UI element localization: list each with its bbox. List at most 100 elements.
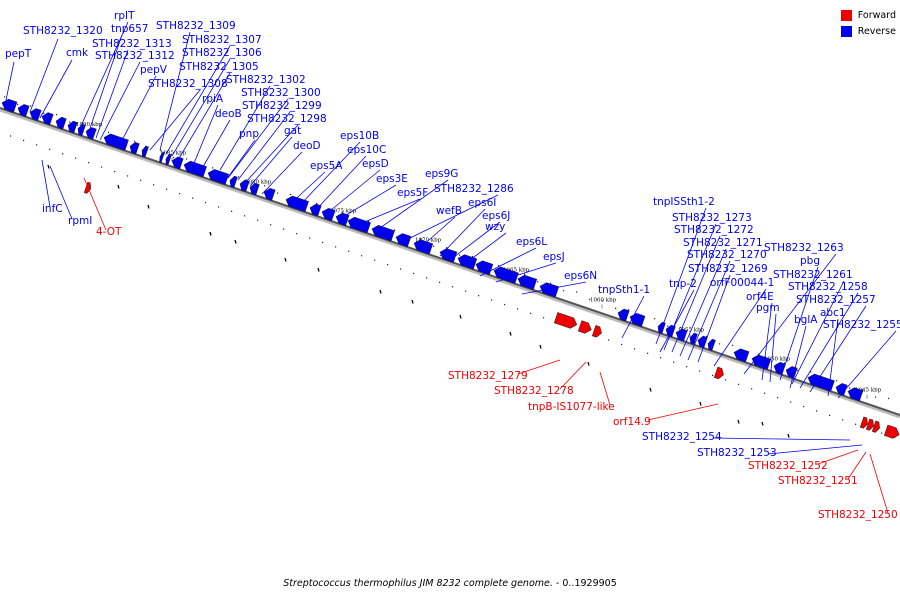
reverse-gene-arrow: [733, 348, 750, 363]
reverse-gene-label: wzy: [485, 221, 505, 233]
axis-dot: [186, 158, 188, 160]
reverse-gene-label-leader: [199, 119, 231, 173]
axis-dot: [257, 219, 259, 221]
axis-dot: [563, 290, 565, 292]
axis-dot: [101, 166, 103, 168]
reverse-gene-label-leader: [521, 281, 587, 295]
axis-dot: [212, 167, 214, 169]
reverse-gene-label: eps5F: [397, 187, 428, 199]
reverse-gene-label-leader: [405, 194, 499, 241]
axis-dot: [244, 215, 246, 217]
reverse-gene-label-leader: [149, 89, 201, 151]
axis-dot: [62, 153, 64, 155]
reverse-gene-label: STH8232_1254: [642, 431, 722, 443]
reverse-gene-label-leader: [49, 165, 73, 220]
axis-dot: [36, 144, 38, 146]
figure-caption: Streptococcus thermophilus JIM 8232 comp…: [0, 578, 900, 589]
reverse-gene-label: epsD: [362, 158, 389, 170]
reverse-gene-arrow: [629, 313, 646, 327]
reverse-gene-arrow: [29, 108, 42, 121]
axis-dot: [875, 396, 877, 398]
reverse-gene-label-leader: [249, 136, 293, 187]
reverse-gene-label-leader: [39, 59, 73, 119]
axis-dot: [160, 149, 162, 151]
reverse-gene-label-leader: [5, 61, 15, 101]
axis-dot: [43, 112, 45, 114]
reverse-gene-label-leader: [299, 141, 361, 206]
axis-dot: [4, 96, 6, 98]
reverse-gene-label: eps6L: [516, 236, 547, 248]
reverse-gene-label: STH8232_1269: [688, 263, 768, 275]
reverse-gene-label: STH8232_1271: [683, 237, 763, 249]
axis-dot: [75, 157, 77, 159]
reverse-gene-arrow: [413, 239, 434, 255]
reverse-gene-label-leader: [621, 295, 645, 339]
axis-dot: [589, 298, 591, 301]
reverse-gene-label-leader: [171, 58, 231, 157]
reverse-gene-arrow: [41, 112, 54, 126]
axis-dot: [49, 148, 51, 150]
axis-dot: [335, 246, 337, 248]
minor-mark: [234, 239, 237, 244]
reverse-gene-label-leader: [687, 260, 731, 361]
axis-dot: [238, 176, 240, 178]
forward-gene-arrow: [883, 424, 900, 439]
axis-dot: [667, 325, 669, 327]
reverse-gene-label: STH8232_1313: [92, 38, 172, 50]
reverse-gene-label: pgm: [756, 302, 780, 314]
axis-dot: [426, 277, 428, 279]
reverse-gene-label-leader: [659, 289, 695, 353]
reverse-gene-arrow: [807, 373, 835, 392]
reverse-gene-arrow: [17, 104, 30, 117]
axis-dot: [498, 264, 500, 267]
forward-gene-arrow: [713, 366, 724, 380]
axis-dot: [797, 369, 799, 372]
axis-dot: [69, 121, 71, 123]
reverse-gene-label-leader: [837, 330, 897, 399]
reverse-gene-arrow: [371, 225, 395, 242]
reverse-gene-label: STH8232_1273: [672, 212, 752, 224]
axis-dot: [790, 401, 792, 403]
reverse-gene-arrow: [165, 153, 172, 166]
reverse-gene-label: STH8232_1272: [674, 224, 754, 236]
tick-label: 1060 kbp: [590, 297, 617, 303]
axis-dot: [699, 370, 701, 372]
reverse-gene-label: orfF00044-1: [710, 277, 774, 289]
reverse-gene-label: wefB: [436, 205, 462, 217]
axis-dot: [452, 286, 454, 288]
reverse-gene-label-leader: [679, 248, 727, 357]
reverse-gene-label: STH8232_1302: [226, 74, 306, 86]
reverse-gene-label-leader: [461, 232, 507, 267]
axis-dot: [680, 326, 682, 329]
axis-dot: [504, 303, 506, 306]
reverse-gene-label: eps3E: [376, 173, 408, 185]
axis-dot: [862, 389, 864, 391]
forward-gene-arrow: [871, 420, 880, 433]
legend-reverse: Reverse: [840, 24, 896, 39]
reverse-gene-arrow: [617, 308, 630, 322]
forward-gene-label-leader: [869, 453, 889, 514]
reverse-gene-label-leader: [697, 274, 731, 363]
reverse-gene-label-leader: [29, 38, 59, 113]
axis-dot: [374, 259, 376, 261]
gene-track: [1, 98, 900, 439]
axis-dot: [803, 405, 805, 408]
reverse-gene-label-leader: [379, 179, 449, 229]
minor-mark: [147, 204, 150, 209]
axis-dot: [140, 179, 142, 181]
reverse-gene-label: rpiA: [202, 93, 224, 105]
reverse-gene-label: STH8232_1300: [241, 87, 321, 99]
axis-dot: [264, 185, 266, 187]
reverse-gene-label-leader: [237, 111, 291, 181]
axis-dot: [615, 307, 617, 309]
reverse-gene-arrow: [85, 127, 97, 140]
minor-mark: [737, 419, 740, 424]
reverse-gene-label-leader: [495, 262, 557, 283]
axis-dot: [270, 224, 272, 226]
forward-gene-label: STH8232_1250: [818, 509, 898, 521]
reverse-gene-arrow: [707, 338, 716, 351]
reverse-gene-label-leader: [87, 34, 123, 135]
axis-dot: [472, 256, 474, 258]
axis-dot: [114, 170, 116, 173]
reverse-gene-label: pnp: [239, 128, 259, 140]
